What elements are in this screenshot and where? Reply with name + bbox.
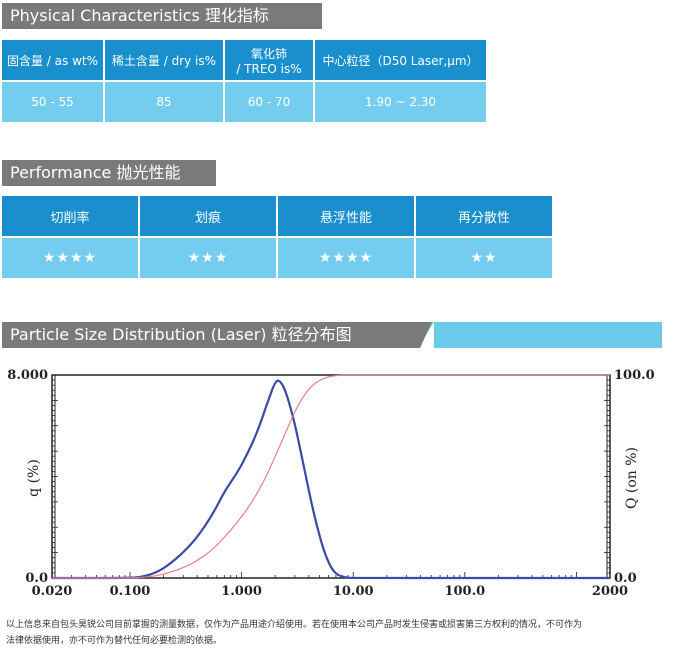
x-tick-label: 10.00 — [333, 584, 374, 599]
x-tick-label: 1.000 — [221, 584, 262, 599]
spec-header-ceria-line2: / TREO is% — [236, 61, 302, 76]
cumulative-curve-Q — [52, 374, 610, 579]
spec-header-row: 固含量 / as wt% 稀土含量 / dry is% 氧化铈 / TREO i… — [2, 40, 486, 80]
perf-header-redispersion: 再分散性 — [457, 210, 510, 226]
y-left-axis-label: q (%) — [26, 459, 42, 497]
frequency-curve-q — [52, 379, 610, 580]
physical-spec-table: 固含量 / as wt% 稀土含量 / dry is% 氧化铈 / TREO i… — [0, 38, 488, 124]
spec-header-ceria: 氧化铈 / TREO is% — [225, 40, 313, 80]
perf-rating-scratch: ★★★ — [187, 250, 229, 266]
x-tick-label: 0.020 — [32, 584, 73, 599]
perf-header-suspension: 悬浮性能 — [319, 210, 372, 226]
physical-characteristics-title: Physical Characteristics 理化指标 — [2, 3, 322, 29]
perf-rating-row: ★★★★ ★★★ ★★★★ ★★ — [2, 238, 552, 278]
psd-header: Particle Size Distribution (Laser) 粒径分布图 — [2, 322, 662, 348]
x-tick-label: 0.100 — [110, 584, 151, 599]
performance-table: 切削率 划痕 悬浮性能 再分散性 ★★★★ ★★★ ★★★★ ★★ — [0, 194, 554, 280]
y-right-tick-label: 100.0 — [614, 368, 655, 383]
x-tick-label: 2000 — [592, 584, 628, 599]
y-right-tick-label: 0.0 — [614, 571, 637, 586]
psd-title: Particle Size Distribution (Laser) 粒径分布图 — [2, 322, 420, 348]
y-left-tick-label: 0.0 — [25, 571, 48, 586]
perf-rating-cutting-rate: ★★★★ — [42, 250, 98, 266]
spec-value-solid-content: 50 - 55 — [31, 95, 74, 109]
y-right-axis-label: Q (on %) — [624, 447, 640, 509]
footnote-line2: 法律依据使用，亦不可作为替代任何必要检测的依据。 — [6, 636, 223, 646]
spec-header-solid-content: 固含量 / as wt% — [6, 53, 98, 68]
spec-value-rare-earth: 85 — [156, 95, 172, 109]
spec-header-ceria-line1: 氧化铈 — [250, 46, 287, 61]
perf-header-cutting-rate: 切削率 — [50, 210, 90, 226]
spec-header-rare-earth: 稀土含量 / dry is% — [111, 53, 217, 68]
footnote-line1: 以上信息来自包头昊锐公司目前掌握的测量数据，仅作为产品用途介绍使用。若在使用本公… — [6, 620, 583, 630]
x-tick-label: 100.0 — [444, 584, 485, 599]
spec-value-d50: 1.90 ~ 2.30 — [364, 95, 437, 109]
plot-frame — [51, 374, 611, 579]
chart-series — [52, 374, 610, 580]
psd-header-notch — [420, 322, 432, 348]
chart-axes: 0.020 0.100 1.000 10.00 100.0 2000 8.000 0.0 100… — [7, 368, 654, 599]
perf-header-scratch: 划痕 — [194, 210, 221, 226]
spec-value-row: 50 - 55 85 60 - 70 1.90 ~ 2.30 — [2, 82, 486, 122]
y-left-tick-label: 8.000 — [7, 368, 48, 383]
footnote: 以上信息来自包头昊锐公司目前掌握的测量数据，仅作为产品用途介绍使用。若在使用本公… — [6, 617, 666, 649]
perf-header-row: 切削率 划痕 悬浮性能 再分散性 — [2, 196, 552, 236]
perf-rating-suspension: ★★★★ — [318, 250, 374, 266]
spec-header-d50: 中心粒径（D50 Laser,μm） — [322, 53, 479, 68]
perf-rating-redispersion: ★★ — [470, 250, 498, 266]
psd-chart: 0.020 0.100 1.000 10.00 100.0 2000 8.000 0.0 100… — [7, 368, 654, 599]
spec-value-ceria: 60 - 70 — [247, 95, 291, 109]
performance-title: Performance 抛光性能 — [2, 160, 216, 186]
